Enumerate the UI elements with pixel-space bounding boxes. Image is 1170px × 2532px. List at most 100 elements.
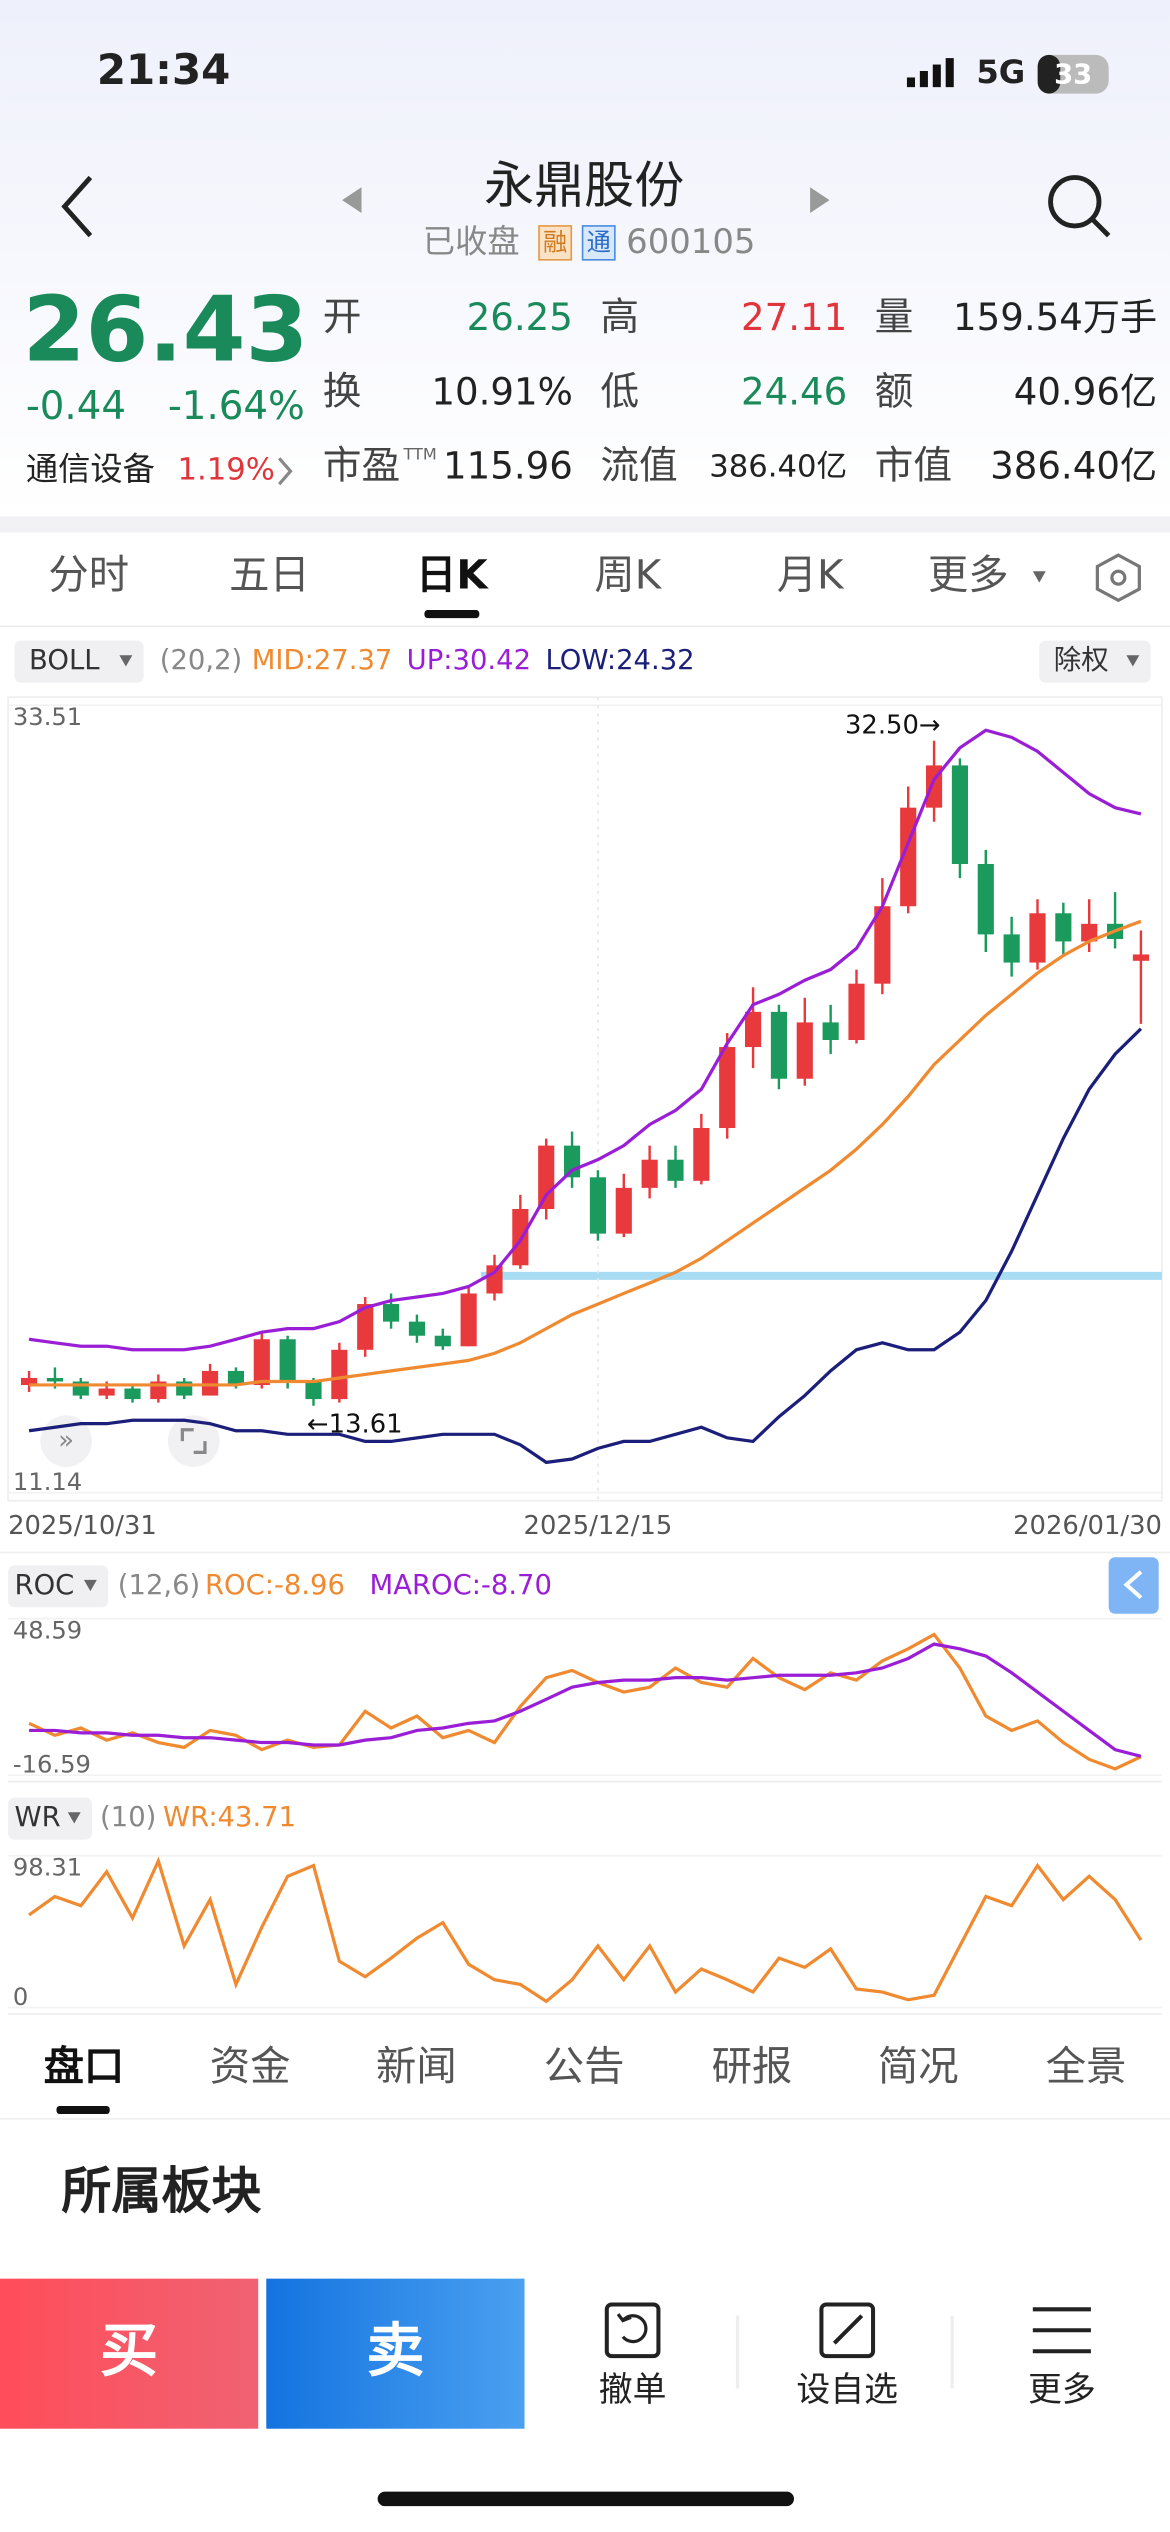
- sell-button[interactable]: [266, 2278, 525, 2429]
- indicator: WR: [15, 1802, 61, 1833]
- back-button[interactable]: [61, 175, 93, 238]
- settings-icon[interactable]: [1095, 553, 1141, 603]
- params: (12,6): [118, 1570, 200, 1601]
- period-tab[interactable]: 分时: [48, 552, 129, 599]
- caret: [1126, 655, 1140, 667]
- more-caret: [1032, 571, 1046, 583]
- info-tab[interactable]: 新闻: [376, 2043, 457, 2090]
- y-tick-label: -16.59: [13, 1750, 91, 1778]
- info-tab[interactable]: 研报: [712, 2043, 793, 2090]
- candle-body: [305, 1381, 322, 1400]
- period-tabs: 分时 五日 日K 周K 月K 更多: [48, 552, 1008, 599]
- candle-body: [331, 1349, 348, 1400]
- sector-arrow[interactable]: [277, 457, 293, 486]
- candle-body: [279, 1339, 296, 1382]
- candle-body: [641, 1159, 658, 1188]
- field-label: 高: [600, 295, 639, 340]
- candle-body: [564, 1145, 581, 1178]
- period-tab[interactable]: 周K: [594, 552, 662, 599]
- field-value: 10.91%: [431, 370, 572, 413]
- divider: [0, 516, 1170, 533]
- change: -0.44: [26, 384, 126, 429]
- candle-body: [822, 1022, 839, 1041]
- kline-frame: [7, 696, 1163, 1502]
- prev-stock[interactable]: [342, 187, 362, 214]
- field-value: 159.54万手: [953, 296, 1157, 339]
- watch-icon: [819, 2302, 876, 2359]
- badge-text: 通: [587, 229, 611, 257]
- y-tick-label: 0: [13, 1983, 28, 2011]
- adjust: 除权: [1054, 645, 1109, 676]
- action-item[interactable]: 设自选: [796, 2370, 898, 2409]
- indicator-select[interactable]: [14, 640, 144, 683]
- candle-body: [434, 1335, 451, 1347]
- candle-body: [719, 1047, 736, 1129]
- action-item[interactable]: 撤单: [599, 2370, 667, 2409]
- adjust-select[interactable]: [1039, 640, 1151, 683]
- field-label: 流值: [600, 443, 677, 488]
- sell-label: 卖: [366, 2317, 424, 2385]
- indicator-select[interactable]: [8, 1797, 92, 1840]
- candle-body: [589, 1177, 606, 1234]
- up-label: UP:30.42: [407, 645, 531, 676]
- candle-body: [693, 1128, 710, 1181]
- indicator-line: [29, 919, 1142, 1387]
- candle-body: [951, 765, 968, 864]
- info-tab[interactable]: 全景: [1046, 2043, 1127, 2090]
- info-tab[interactable]: 简况: [878, 2043, 959, 2090]
- indicator-select[interactable]: [8, 1565, 109, 1608]
- next-stock[interactable]: [810, 187, 830, 214]
- period-tab[interactable]: 月K: [777, 552, 845, 599]
- candle-body: [848, 983, 865, 1041]
- cancel-icon: [604, 2302, 661, 2359]
- info-tabs: 盘口 资金 新闻 公告 研报 简况 全景: [44, 2043, 1127, 2090]
- badge-text: 融: [543, 229, 567, 257]
- field-value: 24.46: [741, 370, 847, 413]
- search-handle: [1090, 217, 1111, 238]
- buy-label: 买: [100, 2317, 158, 2385]
- stock-code: 600105: [626, 222, 755, 261]
- info-tab[interactable]: 资金: [210, 2043, 291, 2090]
- buy-button[interactable]: [0, 2278, 259, 2429]
- period-tab[interactable]: 更多: [928, 552, 1009, 599]
- info-tab[interactable]: 公告: [544, 2043, 625, 2090]
- y-tick-label: 98.31: [13, 1854, 82, 1882]
- candle-body: [538, 1145, 555, 1209]
- indicator: ROC: [15, 1570, 75, 1601]
- indicator-line: [29, 1642, 1142, 1758]
- action-item[interactable]: 更多: [1028, 2370, 1096, 2409]
- candle-body: [1029, 913, 1046, 963]
- search-button[interactable]: [1048, 175, 1102, 229]
- change-pct: -1.64%: [168, 384, 305, 429]
- icon: [1123, 1570, 1143, 1600]
- sector: 通信设备: [26, 450, 155, 488]
- network: 5G: [976, 53, 1025, 91]
- y-tick-label: 11.14: [13, 1468, 82, 1496]
- candle-body: [202, 1370, 219, 1396]
- candle-body: [357, 1304, 374, 1350]
- section-title: 所属板块: [61, 2162, 261, 2220]
- panel-toggle[interactable]: [1108, 1557, 1159, 1614]
- cancel-icon-arrow: [616, 2313, 648, 2344]
- candle-body: [460, 1293, 477, 1347]
- x-tick-label: 2026/01/30: [1013, 1511, 1162, 1541]
- y-tick-label: 33.51: [13, 703, 82, 731]
- candle-body: [408, 1321, 425, 1336]
- icon: »: [58, 1426, 74, 1456]
- field-value: 115.96: [443, 444, 573, 487]
- low-label: LOW:24.32: [545, 645, 694, 676]
- params: (20,2): [160, 645, 242, 676]
- candle-body: [770, 1011, 787, 1079]
- candle-body: [383, 1304, 400, 1322]
- info-tab[interactable]: 盘口: [44, 2043, 125, 2090]
- period-tab[interactable]: 五日: [229, 552, 310, 599]
- field-sup: TTM: [402, 445, 436, 464]
- period-tab[interactable]: 日K: [416, 552, 489, 599]
- candle-body: [615, 1187, 632, 1234]
- candle-body: [486, 1265, 503, 1294]
- badge: [538, 225, 573, 261]
- candle-body: [512, 1208, 529, 1266]
- candle-body: [253, 1339, 270, 1386]
